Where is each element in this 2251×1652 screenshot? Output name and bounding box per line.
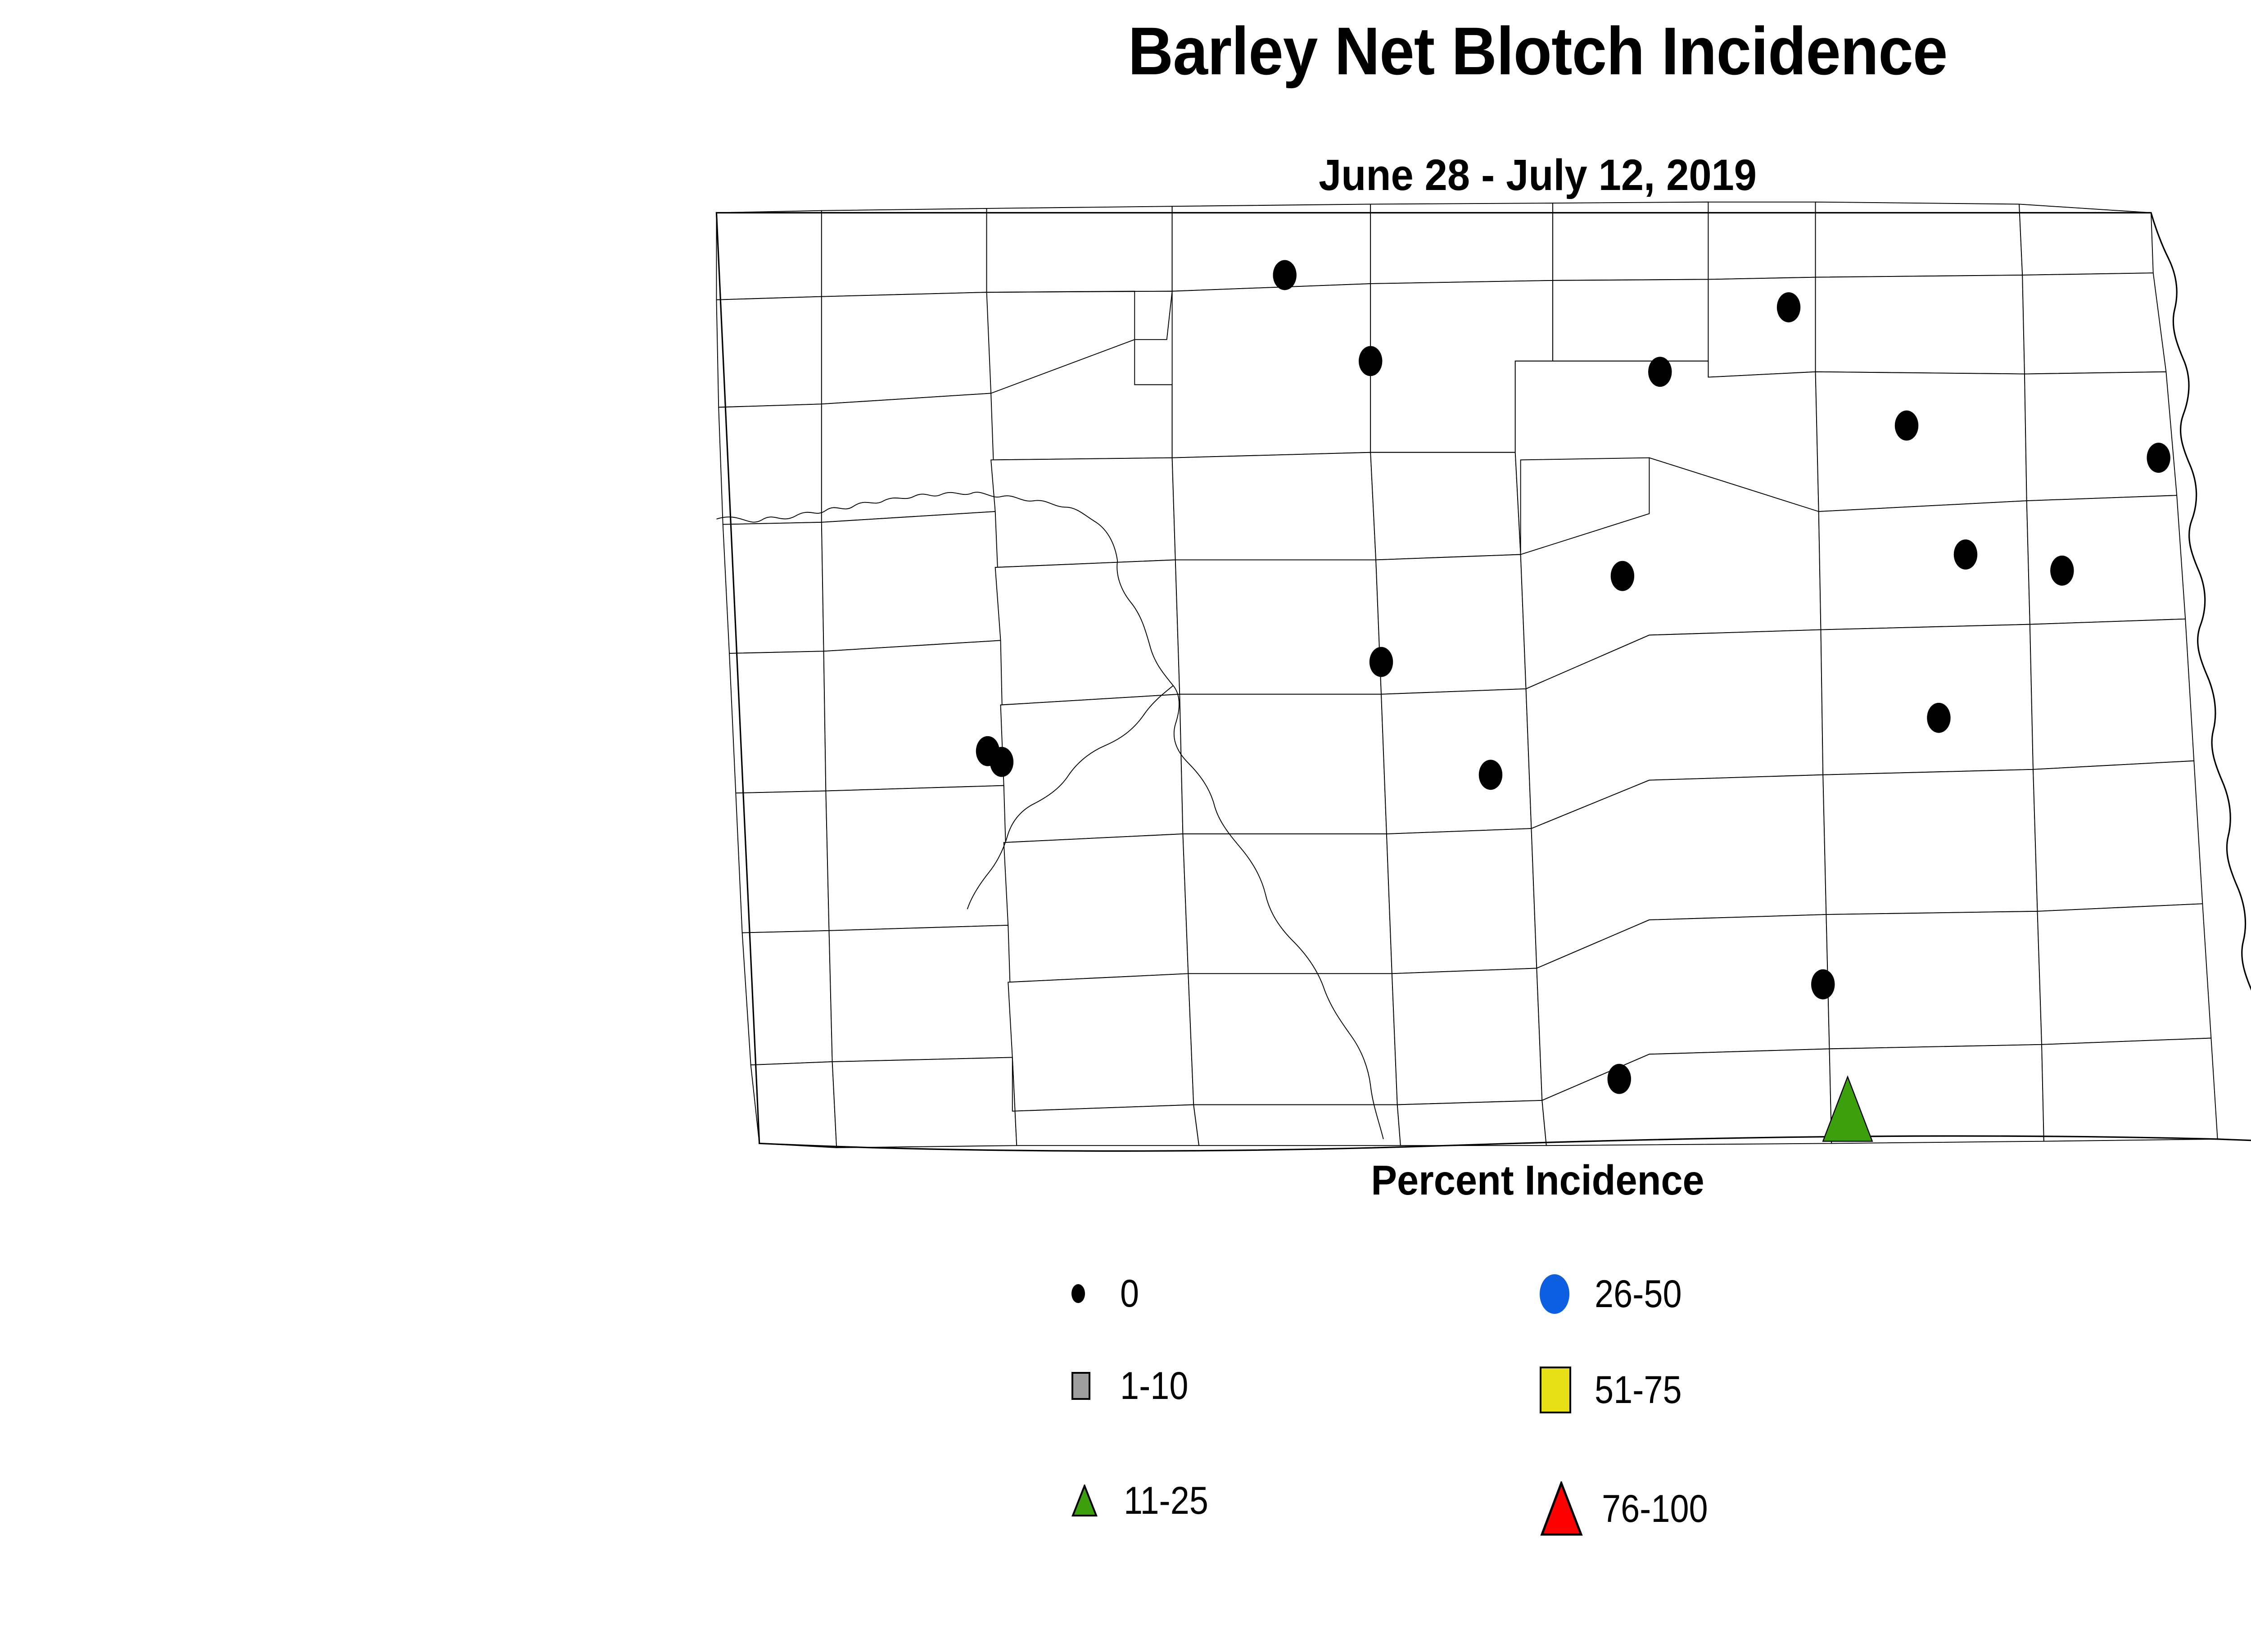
- marker-site: [1273, 260, 1297, 290]
- legend-item-1-10: 1-10: [1071, 1367, 1198, 1405]
- marker-site: [1607, 1064, 1631, 1094]
- north-dakota-map: [684, 189, 2251, 1162]
- legend-triangle-green-icon: [1071, 1483, 1098, 1517]
- marker-site: [1927, 702, 1951, 733]
- legend-heading: Percent Incidence: [1371, 1157, 1704, 1204]
- marker-site: [2050, 555, 2074, 586]
- legend-item-0: 0: [1071, 1274, 1142, 1313]
- legend-label: 0: [1120, 1272, 1139, 1315]
- legend-triangle-red-icon: [1540, 1480, 1583, 1536]
- page-subtitle: June 28 - July 12, 2019: [1319, 150, 1757, 199]
- legend-label: 76-100: [1602, 1487, 1708, 1530]
- marker-site-green-triangle: [1823, 1077, 1872, 1141]
- marker-site: [990, 747, 1014, 777]
- marker-site: [1478, 760, 1503, 790]
- county-layer: [716, 202, 2217, 1148]
- marker-site: [1648, 357, 1672, 387]
- legend-item-51-75: 51-75: [1540, 1367, 1694, 1413]
- marker-site: [1359, 346, 1383, 376]
- marker-site: [1610, 561, 1635, 591]
- legend-square-gray-icon: [1071, 1372, 1090, 1400]
- legend-label: 11-25: [1124, 1479, 1208, 1522]
- marker-site: [1811, 969, 1835, 1000]
- legend-label: 26-50: [1595, 1272, 1682, 1316]
- legend-square-yellow-icon: [1540, 1367, 1571, 1413]
- marker-site: [1369, 647, 1393, 677]
- legend-item-26-50: 26-50: [1540, 1274, 1694, 1314]
- marker-site: [1894, 410, 1919, 441]
- state-outline-layer: [716, 213, 2251, 1151]
- legend-circle-blue-icon: [1540, 1274, 1569, 1314]
- legend-label: 1-10: [1120, 1364, 1189, 1408]
- marker-layer: [976, 260, 2170, 1162]
- map-svg: [684, 189, 2251, 1162]
- legend: 0 1-10 11-25 26-50 51-75: [1071, 1274, 1846, 1585]
- page-title: Barley Net Blotch Incidence: [1128, 13, 1948, 89]
- marker-site: [1953, 539, 1978, 570]
- legend-item-11-25: 11-25: [1071, 1481, 1220, 1520]
- legend-item-76-100: 76-100: [1540, 1480, 1722, 1536]
- water-layer: [716, 492, 1383, 1139]
- marker-site: [2147, 443, 2170, 473]
- legend-circle-black-icon: [1071, 1284, 1085, 1303]
- marker-site: [1776, 292, 1801, 322]
- legend-label: 51-75: [1595, 1368, 1682, 1412]
